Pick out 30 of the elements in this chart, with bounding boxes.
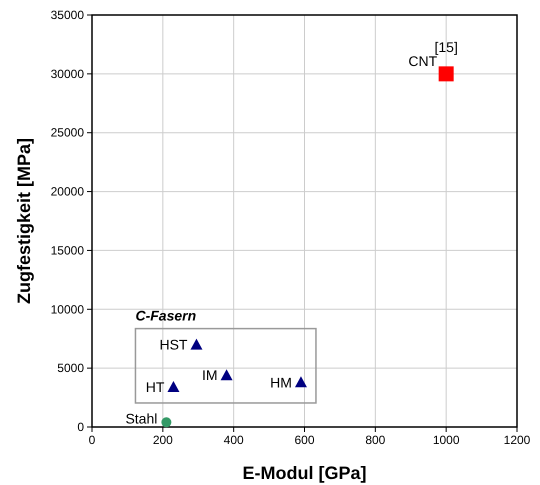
point: [167, 380, 180, 392]
y-tick-label: 0: [77, 420, 84, 434]
point: [161, 417, 172, 428]
annotation: C-Fasern: [135, 308, 196, 324]
series-label: IM: [202, 367, 218, 384]
series-label: Stahl: [125, 410, 158, 426]
series-label: HST: [159, 336, 188, 353]
y-tick-label: 20000: [50, 184, 84, 199]
x-tick-label: 1000: [432, 433, 460, 447]
point: [294, 376, 307, 388]
x-axis-title: E-Modul [GPa]: [242, 463, 366, 483]
annotation: [15]: [434, 38, 458, 55]
y-tick-label: 5000: [57, 361, 84, 376]
y-tick-label: 15000: [50, 243, 84, 258]
y-tick-label: 35000: [50, 8, 84, 22]
x-tick-label: 1200: [504, 433, 531, 447]
x-tick-label: 200: [152, 433, 174, 447]
series-label: HM: [270, 374, 292, 390]
point: [190, 338, 202, 350]
y-tick-label: 30000: [50, 66, 84, 81]
series-label: HT: [146, 378, 165, 395]
y-tick-label: 25000: [50, 126, 84, 140]
point: [220, 369, 233, 380]
y-axis-title: Zugfestigkeit [MPa]: [14, 138, 34, 304]
point: [438, 66, 454, 82]
y-tick-label: 10000: [50, 302, 84, 316]
x-tick-label: 0: [88, 433, 96, 447]
x-tick-label: 400: [224, 433, 244, 447]
x-tick-label: 800: [365, 433, 386, 447]
x-tick-label: 600: [294, 433, 315, 447]
